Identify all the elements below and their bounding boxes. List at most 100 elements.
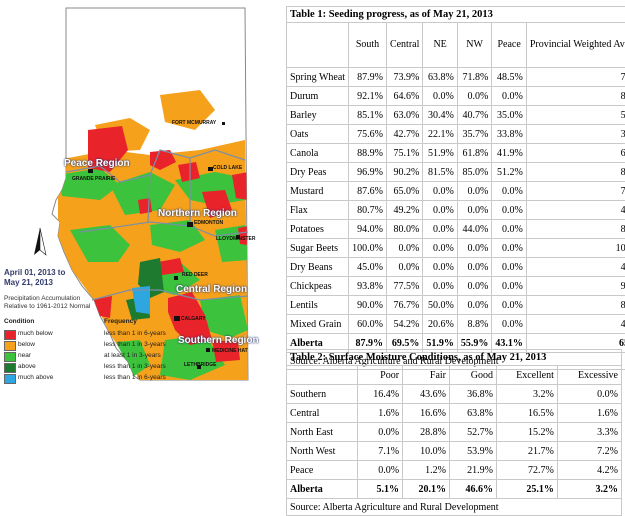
- table-cell: 0.0%: [457, 277, 492, 296]
- table-cell: 41.9%: [492, 144, 527, 163]
- table-cell: North East: [287, 423, 358, 442]
- table-cell: 35.7%: [526, 125, 625, 144]
- table-cell: South: [349, 23, 387, 68]
- table-cell: 73.9%: [386, 68, 422, 87]
- table-cell: 85.0%: [457, 163, 492, 182]
- table-cell: 80.7%: [349, 201, 387, 220]
- table-cell: 60.0%: [349, 315, 387, 334]
- table-cell: Chickpeas: [287, 277, 349, 296]
- table-cell: 0.0%: [457, 201, 492, 220]
- seeding-progress-body: Table 1: Seeding progress, as of May 21,…: [287, 7, 625, 370]
- city-label-red-deer: RED DEER: [182, 272, 208, 278]
- table-cell: 35.7%: [457, 125, 492, 144]
- table-cell: 0.0%: [492, 315, 527, 334]
- table-cell: Canola: [287, 144, 349, 163]
- table-cell: 88.0%: [526, 87, 625, 106]
- precipitation-map: FORT MCMURRAY GRANDE PRAIRIE COLD LAKE E…: [0, 0, 284, 503]
- table-cell: 75.6%: [349, 125, 387, 144]
- table-cell: 65.0%: [386, 182, 422, 201]
- table-cell: 79.4%: [526, 182, 625, 201]
- table-cell: Flax: [287, 201, 349, 220]
- city-label-medicine-hat: MEDICINE HAT: [212, 348, 248, 354]
- table-cell: 92.1%: [526, 277, 625, 296]
- table-cell: 51.2%: [492, 163, 527, 182]
- table-cell: 93.8%: [349, 277, 387, 296]
- table-cell: Spring Wheat: [287, 68, 349, 87]
- table-cell: 44.8%: [526, 258, 625, 277]
- table-cell: 87.6%: [349, 182, 387, 201]
- table-cell: 36.8%: [450, 385, 497, 404]
- table-cell: 0.0%: [492, 220, 527, 239]
- table-cell: 0.0%: [457, 296, 492, 315]
- legend-swatch: [4, 374, 16, 384]
- legend-frequency: less than 1 in 3-years: [104, 341, 166, 348]
- table-cell: Barley: [287, 106, 349, 125]
- table-cell: 0.0%: [492, 277, 527, 296]
- alberta-map-graphic: [0, 0, 284, 503]
- legend-swatch: [4, 363, 16, 373]
- legend-frequency-header: Frequency: [104, 318, 137, 325]
- north-arrow-icon: [34, 228, 46, 255]
- table-cell: Excellent: [496, 366, 557, 385]
- table-cell: 10.0%: [403, 442, 450, 461]
- table-cell: 71.8%: [457, 68, 492, 87]
- table-cell: Dry Peas: [287, 163, 349, 182]
- table-cell: Poor: [358, 366, 403, 385]
- table-cell: 20.1%: [403, 480, 450, 499]
- table-cell: 0.0%: [492, 258, 527, 277]
- table-cell: 63.8%: [423, 68, 458, 87]
- table-cell: 5.1%: [358, 480, 403, 499]
- surface-moisture-table: Table 2: Surface Moisture Conditions, as…: [286, 349, 622, 516]
- legend-swatch: [4, 341, 16, 351]
- table-cell: 28.8%: [403, 423, 450, 442]
- table-cell: 46.6%: [526, 201, 625, 220]
- legend-condition: much below: [18, 330, 53, 337]
- table-cell: 0.0%: [457, 87, 492, 106]
- table-cell: 3.2%: [496, 385, 557, 404]
- table-cell: 0.0%: [457, 258, 492, 277]
- table-cell: 0.0%: [423, 182, 458, 201]
- region-label-peace: Peace Region: [64, 158, 130, 169]
- city-label-calgary: CALGARY: [181, 316, 206, 322]
- table-cell: 90.2%: [386, 163, 422, 182]
- table-cell: North West: [287, 442, 358, 461]
- legend-frequency: less than 1 in 6-years: [104, 374, 166, 381]
- table-cell: 0.0%: [423, 277, 458, 296]
- legend-date-range: April 01, 2013 to May 21, 2013: [4, 268, 65, 288]
- table-cell: Table 2: Surface Moisture Conditions, as…: [287, 350, 622, 366]
- table-cell: Sugar Beets: [287, 239, 349, 258]
- table-cell: 48.5%: [492, 68, 527, 87]
- table-cell: 0.0%: [423, 220, 458, 239]
- table-cell: 40.1%: [526, 315, 625, 334]
- table-cell: 0.0%: [492, 296, 527, 315]
- table-cell: 1.6%: [358, 404, 403, 423]
- table-cell: 92.1%: [349, 87, 387, 106]
- table-cell: 60.3%: [526, 144, 625, 163]
- table-cell: 0.0%: [457, 182, 492, 201]
- table-cell: Excessive: [557, 366, 621, 385]
- table-source-row: Source: Alberta Agriculture and Rural De…: [287, 499, 622, 516]
- surface-moisture-body: Table 2: Surface Moisture Conditions, as…: [287, 350, 622, 516]
- table-cell: 86.9%: [526, 296, 625, 315]
- table-cell: 53.9%: [450, 442, 497, 461]
- region-label-northern: Northern Region: [158, 208, 237, 219]
- table-cell: [287, 23, 349, 68]
- table-cell: Peace: [492, 23, 527, 68]
- table-cell: 88.9%: [349, 144, 387, 163]
- table-cell: 1.6%: [557, 404, 621, 423]
- table-cell: Table 1: Seeding progress, as of May 21,…: [287, 7, 625, 23]
- table-cell: [287, 366, 358, 385]
- table-cell: 100.0%: [349, 239, 387, 258]
- table-cell: 15.2%: [496, 423, 557, 442]
